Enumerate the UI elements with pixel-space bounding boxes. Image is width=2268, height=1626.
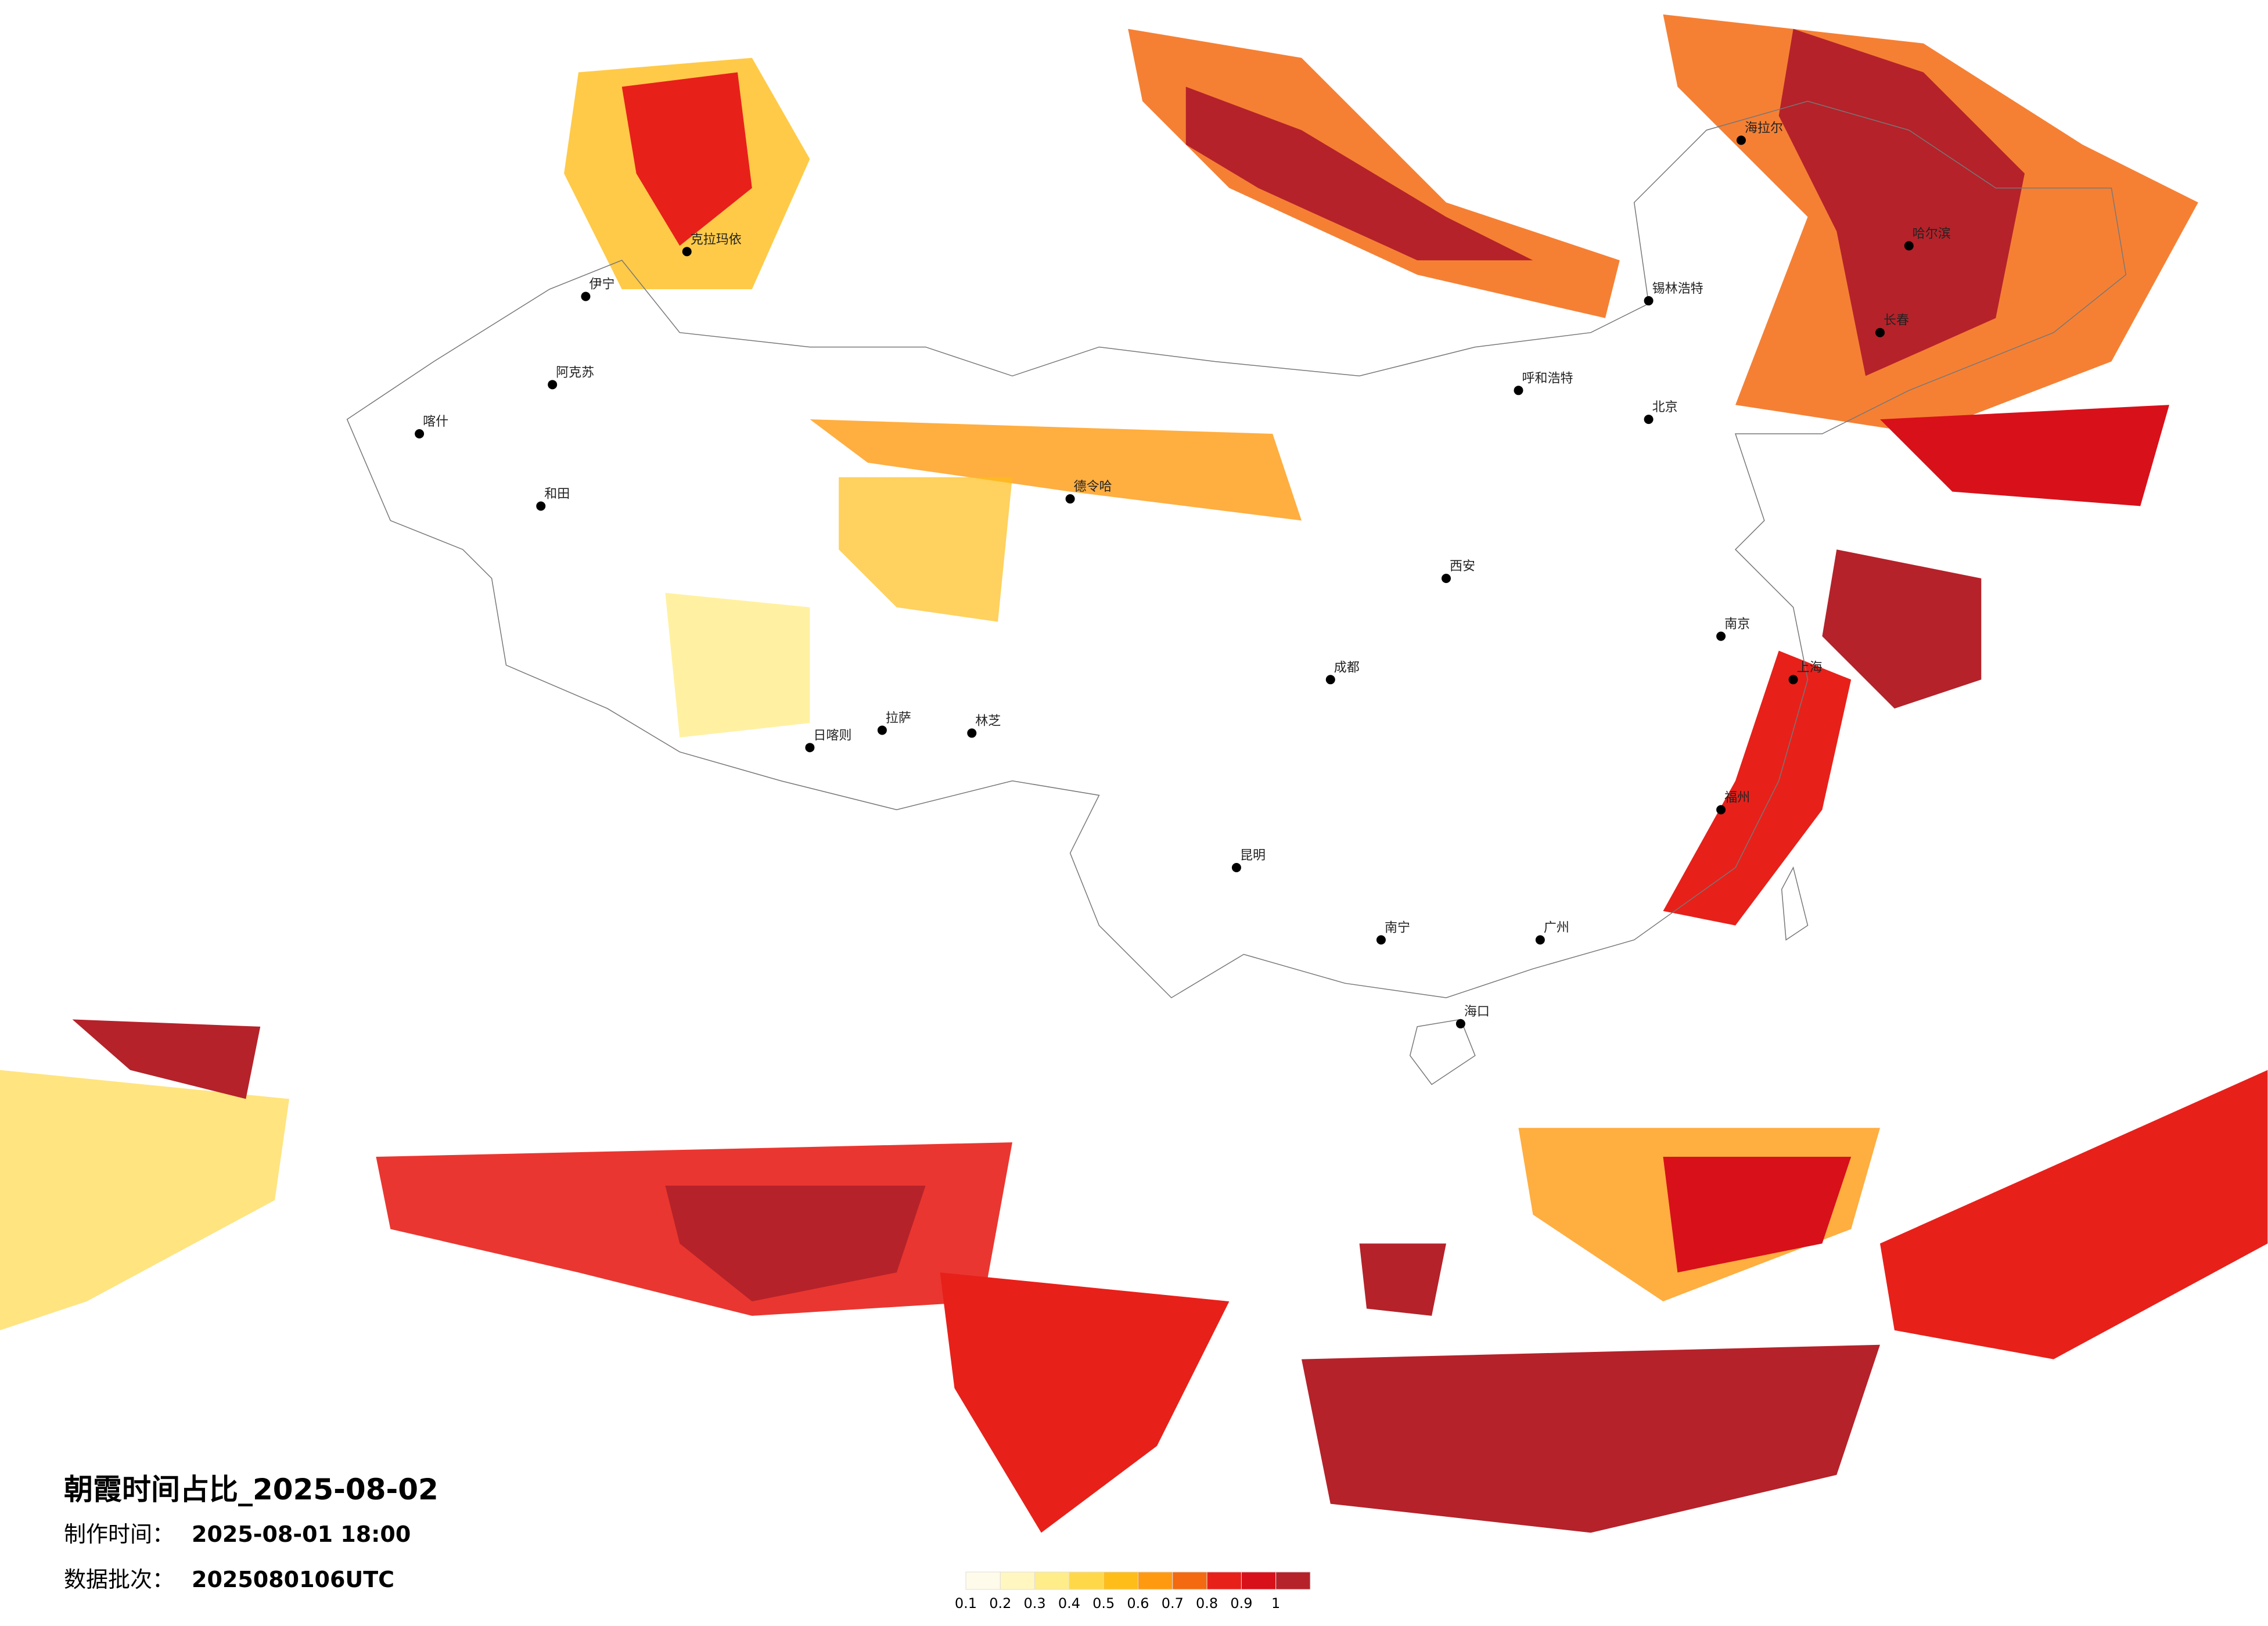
city-label: 上海	[1797, 660, 1823, 675]
city-dot	[967, 728, 977, 738]
city-dot	[1514, 386, 1523, 395]
legend-label: 0.4	[1058, 1595, 1080, 1611]
made-time: 2025-08-01 18:00	[192, 1521, 411, 1547]
city-dot	[1376, 935, 1386, 945]
city-label: 和田	[544, 487, 570, 502]
city-dot	[1716, 631, 1726, 641]
city-label: 伊宁	[589, 277, 614, 292]
city-dot	[1736, 135, 1746, 145]
city-label: 呼和浩特	[1522, 371, 1573, 386]
city-label: 北京	[1652, 400, 1678, 415]
city-dot	[682, 247, 692, 257]
city-dot	[1455, 1019, 1465, 1028]
city-dot	[536, 501, 546, 511]
legend-swatch	[1000, 1571, 1036, 1590]
legend-swatch	[1275, 1571, 1311, 1590]
city-dot	[877, 725, 887, 735]
city-label: 哈尔滨	[1913, 226, 1951, 241]
city-dot	[548, 380, 558, 390]
legend-swatch	[1103, 1571, 1138, 1590]
city-dot	[415, 429, 425, 438]
city-label: 广州	[1544, 921, 1569, 936]
legend-label: 0.1	[955, 1595, 977, 1611]
made-label: 制作时间：	[64, 1521, 174, 1547]
city-dot	[805, 743, 815, 753]
city-label: 长春	[1884, 314, 1909, 328]
city-dot	[1875, 328, 1885, 337]
city-label: 拉萨	[886, 711, 911, 725]
city-label: 海拉尔	[1745, 121, 1783, 136]
city-dot	[581, 292, 591, 301]
city-label: 西安	[1450, 559, 1475, 574]
city-dot	[1065, 494, 1075, 504]
legend-label: 0.8	[1196, 1595, 1218, 1611]
legend-swatch	[1241, 1571, 1277, 1590]
city-label: 克拉玛依	[691, 232, 742, 247]
city-label: 南京	[1724, 617, 1750, 632]
heat-field	[0, 14, 2268, 1533]
city-label: 福州	[1724, 790, 1750, 805]
legend-label: 0.3	[1024, 1595, 1046, 1611]
city-label: 南宁	[1385, 921, 1410, 936]
city-dot	[1904, 241, 1914, 251]
legend-label: 0.7	[1162, 1595, 1184, 1611]
legend-label: 1	[1271, 1595, 1280, 1611]
legend-swatch	[1138, 1571, 1173, 1590]
city-dot	[1788, 675, 1798, 685]
batch-label: 数据批次：	[64, 1567, 174, 1592]
legend-swatch	[1172, 1571, 1207, 1590]
legend-label: 0.5	[1092, 1595, 1115, 1611]
map-title: 朝霞时间占比_2025-08-02	[64, 1473, 438, 1506]
city-label: 林芝	[975, 714, 1001, 728]
city-label: 日喀则	[813, 728, 851, 743]
city-label: 成都	[1334, 660, 1360, 675]
city-label: 德令哈	[1074, 480, 1112, 494]
legend-swatch	[1069, 1571, 1104, 1590]
legend-label: 0.2	[989, 1595, 1011, 1611]
city-dot	[1325, 675, 1335, 685]
city-label: 喀什	[423, 415, 448, 429]
legend: 0.1 0.2 0.3 0.4 0.5 0.6 0.7 0.8 0.9 1	[955, 1571, 1311, 1611]
city-dot	[1644, 296, 1654, 305]
legend-label: 0.9	[1230, 1595, 1252, 1611]
city-dot	[1535, 935, 1545, 945]
city-dot	[1231, 863, 1241, 872]
legend-swatch	[965, 1571, 1001, 1590]
city-label: 海口	[1464, 1005, 1490, 1019]
legend-label: 0.6	[1127, 1595, 1149, 1611]
city-dot	[1442, 574, 1451, 583]
city-label: 昆明	[1240, 848, 1266, 863]
legend-swatch	[1206, 1571, 1242, 1590]
city-label: 阿克苏	[556, 365, 594, 380]
legend-swatch	[1034, 1571, 1070, 1590]
batch: 2025080106UTC	[192, 1567, 394, 1592]
city-dot	[1644, 415, 1654, 425]
city-label: 锡林浩特	[1652, 282, 1703, 296]
city-dot	[1716, 805, 1726, 815]
country-outline	[346, 100, 2127, 1085]
